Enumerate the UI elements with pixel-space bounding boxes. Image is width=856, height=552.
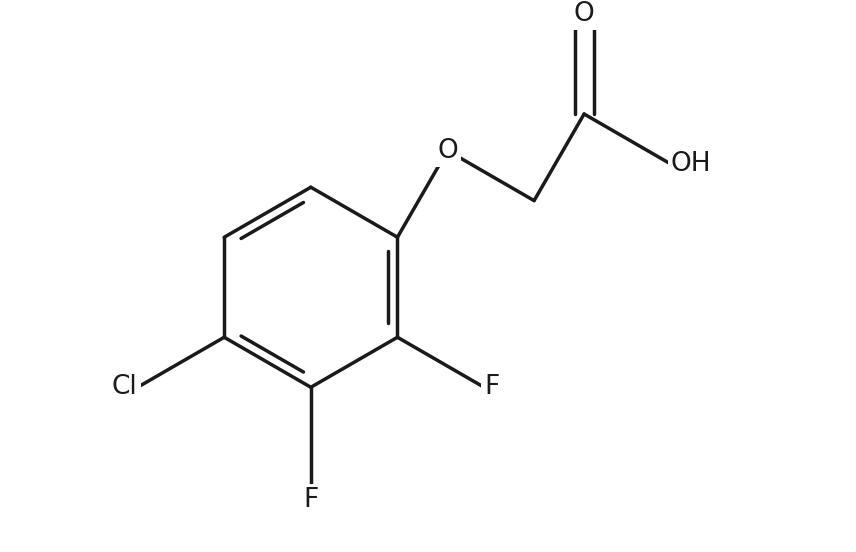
Text: Cl: Cl	[112, 374, 138, 400]
Text: OH: OH	[671, 151, 711, 177]
Text: O: O	[574, 1, 594, 27]
Text: O: O	[437, 137, 458, 163]
Text: F: F	[484, 374, 499, 400]
Text: F: F	[303, 487, 318, 513]
